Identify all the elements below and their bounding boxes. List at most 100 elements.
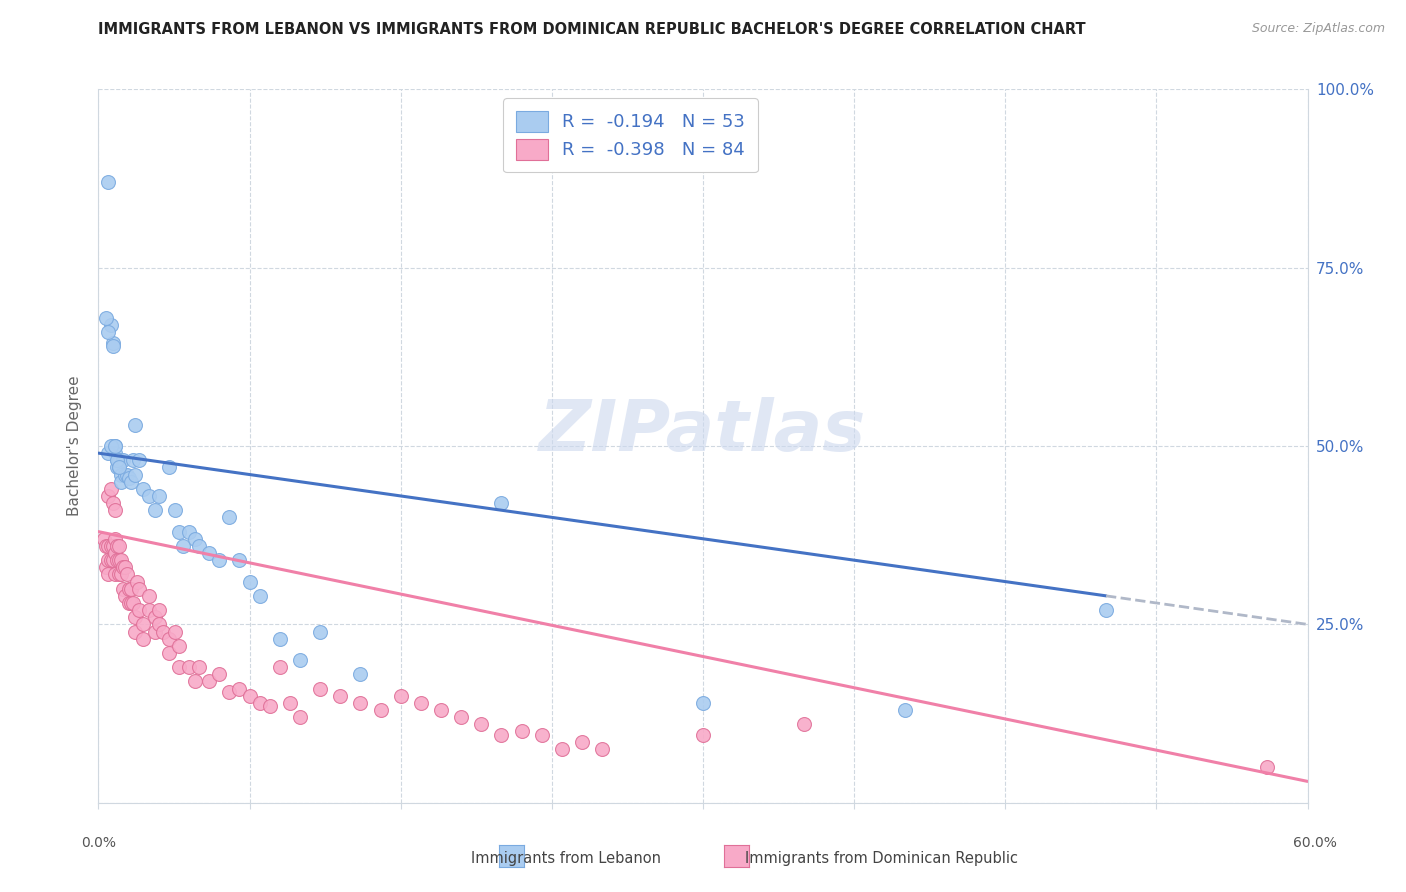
Point [793,717,815,731]
Point [228,681,250,696]
Text: 60.0%: 60.0% [1292,836,1337,850]
Point [114,467,136,482]
Text: 0.0%: 0.0% [82,836,115,850]
Point [389,689,412,703]
Point [100,482,122,496]
Point [111,560,134,574]
Point [288,710,311,724]
Point [239,689,262,703]
Point [110,553,132,567]
Point [101,496,124,510]
Point [124,417,146,432]
Point [118,471,141,485]
Point [132,632,155,646]
Point [103,446,125,460]
Point [198,546,221,560]
Point [157,646,180,660]
Point [107,460,129,475]
Point [157,632,180,646]
Point [143,624,166,639]
Point [118,582,141,596]
Point [148,489,170,503]
Point [105,453,128,467]
Point [97,539,120,553]
Point [152,624,174,639]
Point [128,453,150,467]
Point [167,524,190,539]
Point [124,610,146,624]
Point [97,175,120,189]
Point [132,482,155,496]
Point [491,496,513,510]
Point [179,660,201,674]
Text: Source: ZipAtlas.com: Source: ZipAtlas.com [1251,22,1385,36]
Point [103,439,125,453]
Point [100,439,122,453]
Point [309,624,332,639]
Point [121,596,143,610]
Point [143,503,166,517]
Point [128,582,150,596]
Point [249,589,271,603]
Point [1095,603,1118,617]
Point [120,475,142,489]
Point [101,539,124,553]
Point [163,624,186,639]
Y-axis label: Bachelor's Degree: Bachelor's Degree [67,376,83,516]
Point [138,489,160,503]
Point [100,553,122,567]
Point [143,610,166,624]
Point [100,318,122,332]
Point [107,567,129,582]
Point [107,460,129,475]
Point [1256,760,1278,774]
Point [101,339,124,353]
Point [692,728,714,742]
Point [430,703,453,717]
Point [591,742,613,756]
Point [97,489,120,503]
Point [96,560,118,574]
Point [409,696,432,710]
Point [114,560,136,574]
Point [107,553,129,567]
Point [510,724,533,739]
Point [208,667,231,681]
Text: Immigrants from Dominican Republic: Immigrants from Dominican Republic [745,851,1018,865]
Point [107,453,129,467]
Point [105,453,128,467]
Point [120,582,142,596]
Point [100,539,122,553]
Point [179,524,201,539]
Point [269,632,291,646]
Point [551,742,574,756]
Point [93,532,115,546]
Point [110,467,132,482]
Point [172,539,194,553]
Text: IMMIGRANTS FROM LEBANON VS IMMIGRANTS FROM DOMINICAN REPUBLIC BACHELOR'S DEGREE : IMMIGRANTS FROM LEBANON VS IMMIGRANTS FR… [98,22,1085,37]
Point [228,553,250,567]
Point [105,539,128,553]
Point [148,603,170,617]
Point [450,710,472,724]
Point [239,574,262,589]
Point [269,660,291,674]
Point [125,574,148,589]
Point [110,475,132,489]
Point [288,653,311,667]
Point [96,539,118,553]
Point [184,674,207,689]
Point [111,453,134,467]
Point [208,553,231,567]
Point [97,446,120,460]
Point [110,567,132,582]
Point [120,596,142,610]
Point [148,617,170,632]
Point [105,553,128,567]
Point [188,539,211,553]
Point [571,735,593,749]
Point [167,660,190,674]
Point [188,660,211,674]
Point [101,553,124,567]
Legend: R =  -0.194   N = 53, R =  -0.398   N = 84: R = -0.194 N = 53, R = -0.398 N = 84 [503,98,758,172]
